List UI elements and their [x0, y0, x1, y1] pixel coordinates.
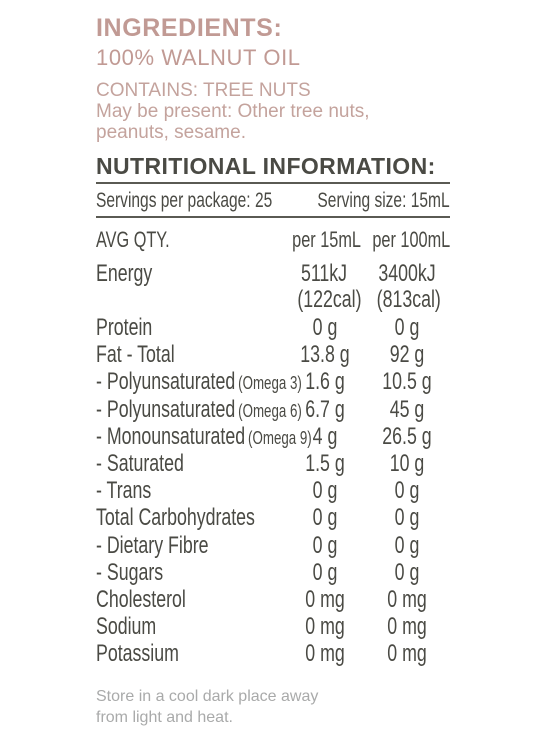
nutrient-per-100: 0 mg: [387, 640, 427, 667]
nutrient-per-100: 0 g: [394, 532, 420, 559]
ingredients-title: INGREDIENTS:: [96, 14, 283, 42]
nutrient-per-100: 45 g: [389, 396, 425, 423]
nutrient-per-serving: 6.7 g: [305, 396, 345, 423]
energy-per-serving-cal: (122cal): [297, 286, 362, 313]
nutrient-per-serving: 0 g: [312, 532, 338, 559]
nutrient-per-100: 0 g: [394, 559, 420, 586]
energy-per-100-cal: (813cal): [376, 286, 441, 313]
nutrient-per-serving: 4 g: [312, 423, 338, 450]
nutrient-per-100: 92 g: [389, 341, 425, 368]
ingredients-value: 100% WALNUT OIL: [96, 45, 301, 70]
nutrient-label: Total Carbohydrates: [96, 506, 255, 530]
allergen-may-line1: May be present: Other tree nuts,: [96, 101, 370, 122]
nutrient-name: - Trans: [96, 477, 152, 504]
nutrient-label: - Saturated: [96, 452, 184, 476]
nutrient-label: - Monounsaturated (Omega 9): [96, 425, 312, 450]
nutrient-name: Protein: [96, 314, 153, 341]
nutrient-note: (Omega 9): [248, 428, 312, 448]
nutrient-per-100: 0 g: [394, 314, 420, 341]
nutrient-label: - Polyunsaturated (Omega 6): [96, 398, 302, 423]
nutrient-note: (Omega 6): [238, 401, 302, 421]
header-qty: AVG QTY.: [96, 227, 170, 252]
nutrient-per-serving: 0 g: [312, 314, 338, 341]
nutrient-per-serving: 0 mg: [305, 613, 345, 640]
energy-label: Energy: [96, 260, 153, 287]
nutrient-per-100: 0 g: [394, 504, 420, 531]
nutrient-name: Total Carbohydrates: [96, 504, 255, 531]
serving-size: Serving size: 15mL: [317, 189, 450, 212]
storage-line2: from light and heat.: [96, 709, 233, 726]
header-per-serving: per 15mL: [292, 227, 361, 252]
nutrient-label: Fat - Total: [96, 343, 175, 367]
nutrient-name: Sodium: [96, 613, 157, 640]
nutrient-per-serving: 0 g: [312, 477, 338, 504]
nutrient-label: Cholesterol: [96, 588, 186, 612]
nutrient-name: - Monounsaturated: [96, 423, 246, 450]
allergen-may-line2: peanuts, sesame.: [96, 122, 246, 143]
nutrition-title: NUTRITIONAL INFORMATION:: [96, 153, 436, 179]
nutrient-per-100: 26.5 g: [382, 423, 432, 450]
energy-per-serving-kj: 511kJ: [300, 260, 348, 287]
nutrient-label: Sodium: [96, 615, 156, 639]
storage-line1: Store in a cool dark place away: [96, 688, 319, 705]
nutrient-name: Cholesterol: [96, 586, 186, 613]
nutrient-per-100: 10.5 g: [382, 368, 432, 395]
nutrient-name: - Saturated: [96, 450, 184, 477]
nutrient-per-serving: 0 mg: [305, 640, 345, 667]
nutrient-label: Potassium: [96, 642, 179, 666]
nutrient-per-serving: 13.8 g: [300, 341, 350, 368]
header-per-100: per 100mL: [372, 227, 450, 252]
nutrient-note: (Omega 3): [238, 373, 302, 393]
nutrient-per-serving: 1.6 g: [305, 368, 345, 395]
nutrient-per-100: 10 g: [389, 450, 425, 477]
energy-per-100-kj: 3400kJ: [378, 260, 436, 287]
rule-top: [96, 182, 450, 184]
nutrient-per-serving: 1.5 g: [305, 450, 345, 477]
rule-middle: [96, 216, 450, 218]
nutrient-per-100: 0 mg: [387, 586, 427, 613]
nutrient-per-serving: 0 mg: [305, 586, 345, 613]
nutrient-name: Potassium: [96, 640, 179, 667]
nutrient-label: - Trans: [96, 479, 151, 503]
nutrient-name: - Sugars: [96, 559, 164, 586]
nutrient-per-serving: 0 g: [312, 504, 338, 531]
nutrient-name: Fat - Total: [96, 341, 175, 368]
nutrient-label: - Dietary Fibre: [96, 534, 209, 558]
servings-per-package: Servings per package: 25: [96, 189, 273, 212]
nutrient-label: - Sugars: [96, 561, 163, 585]
nutrient-label: Protein: [96, 316, 152, 340]
nutrient-per-100: 0 mg: [387, 613, 427, 640]
nutrient-name: - Polyunsaturated: [96, 368, 236, 395]
nutrient-per-100: 0 g: [394, 477, 420, 504]
nutrient-name: - Polyunsaturated: [96, 396, 236, 423]
nutrient-name: - Dietary Fibre: [96, 532, 209, 559]
nutrient-label: - Polyunsaturated (Omega 3): [96, 370, 302, 395]
allergen-contains: CONTAINS: TREE NUTS: [96, 80, 311, 101]
nutrient-per-serving: 0 g: [312, 559, 338, 586]
